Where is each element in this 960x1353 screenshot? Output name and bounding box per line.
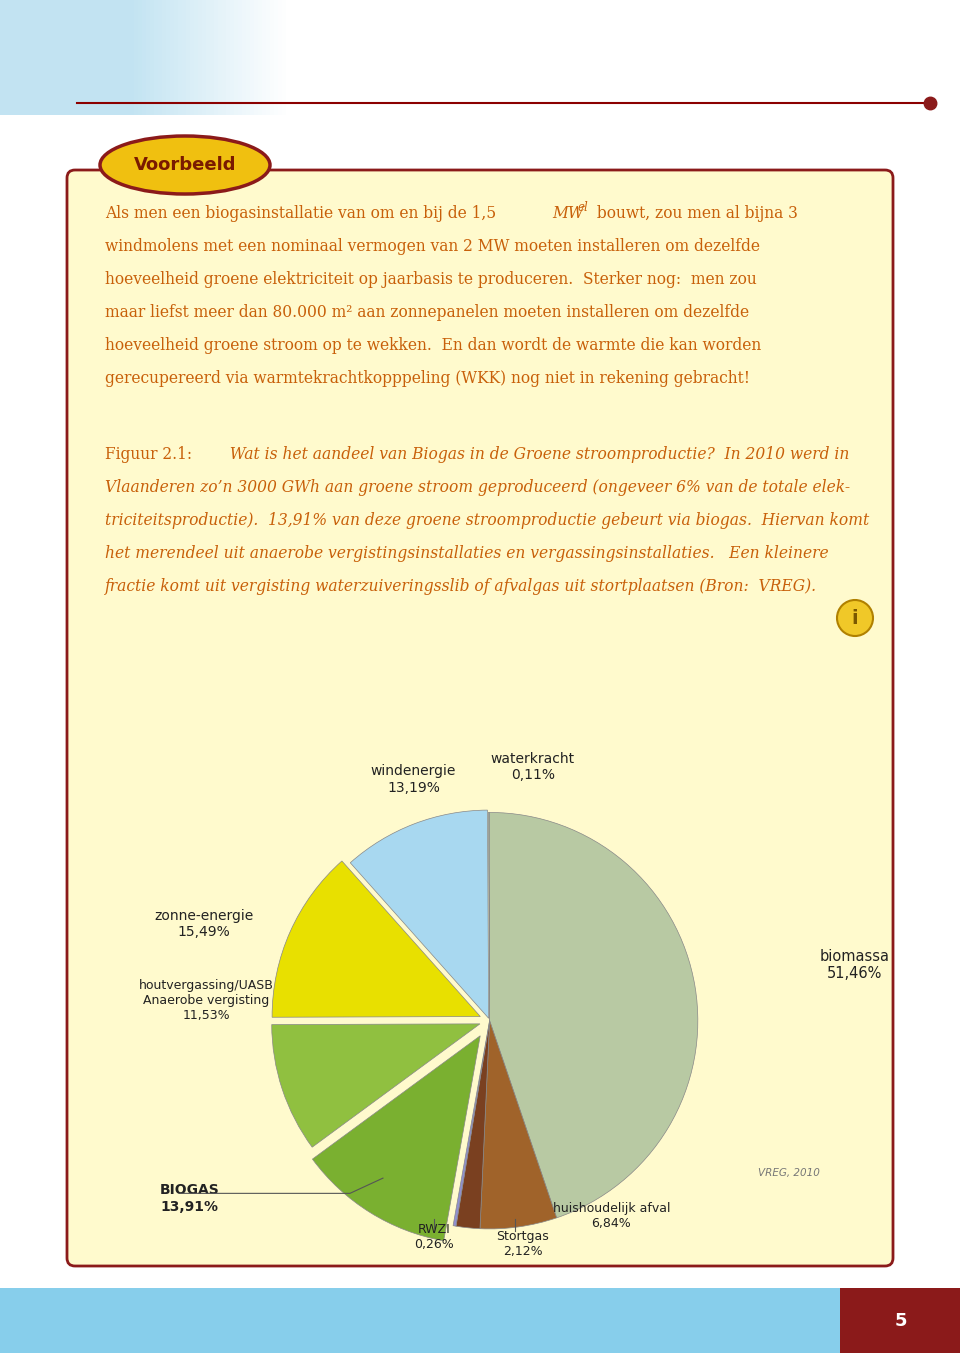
Text: Figuur 2.1:: Figuur 2.1:	[105, 446, 192, 463]
Bar	[166, 0, 170, 115]
Bar	[242, 0, 246, 115]
Bar	[282, 0, 286, 115]
Bar	[174, 0, 178, 115]
Text: VREG, 2010: VREG, 2010	[757, 1168, 820, 1178]
Text: fractie komt uit vergisting waterzuiveringsslib of afvalgas uit stortplaatsen (B: fractie komt uit vergisting waterzuiveri…	[105, 578, 817, 595]
Bar	[130, 0, 134, 115]
Bar	[230, 0, 234, 115]
Wedge shape	[456, 1020, 490, 1229]
Bar	[162, 0, 166, 115]
Text: houtvergassing/UASB
Anaerobe vergisting
11,53%: houtvergassing/UASB Anaerobe vergisting …	[139, 978, 274, 1022]
Bar	[246, 0, 250, 115]
Text: bouwt, zou men al bijna 3: bouwt, zou men al bijna 3	[592, 206, 798, 222]
Bar	[222, 0, 226, 115]
Wedge shape	[489, 812, 490, 1020]
Bar	[270, 0, 274, 115]
Text: hoeveelheid groene elektriciteit op jaarbasis te produceren.  Sterker nog:  men : hoeveelheid groene elektriciteit op jaar…	[105, 271, 756, 288]
Bar	[274, 0, 278, 115]
Bar	[210, 0, 214, 115]
Bar	[218, 0, 222, 115]
Bar	[262, 0, 266, 115]
Bar	[134, 0, 138, 115]
Bar	[238, 0, 242, 115]
Text: maar liefst meer dan 80.000 m² aan zonnepanelen moeten installeren om dezelfde: maar liefst meer dan 80.000 m² aan zonne…	[105, 304, 749, 321]
Bar	[206, 0, 210, 115]
Wedge shape	[453, 1020, 490, 1226]
Text: i: i	[852, 609, 858, 628]
Bar	[142, 0, 146, 115]
Bar	[150, 0, 154, 115]
Wedge shape	[350, 810, 489, 1019]
Text: triciteitsproductie).  13,91% van deze groene stroomproductie gebeurt via biogas: triciteitsproductie). 13,91% van deze gr…	[105, 511, 869, 529]
Bar	[234, 0, 238, 115]
Text: het merendeel uit anaerobe vergistingsinstallaties en vergassingsinstallaties.  : het merendeel uit anaerobe vergistingsin…	[105, 545, 828, 561]
FancyBboxPatch shape	[67, 170, 893, 1266]
Ellipse shape	[100, 137, 270, 193]
Bar	[178, 0, 182, 115]
Bar	[202, 0, 206, 115]
Bar	[198, 0, 202, 115]
Text: RWZI
0,26%: RWZI 0,26%	[414, 1223, 454, 1250]
Bar	[278, 0, 282, 115]
Text: windmolens met een nominaal vermogen van 2 MW moeten installeren om dezelfde: windmolens met een nominaal vermogen van…	[105, 238, 760, 254]
Bar	[194, 0, 198, 115]
Text: zonne-energie
15,49%: zonne-energie 15,49%	[155, 909, 253, 939]
Circle shape	[837, 599, 873, 636]
Text: 5: 5	[894, 1311, 907, 1330]
Text: MW: MW	[552, 206, 584, 222]
Wedge shape	[272, 861, 480, 1017]
Text: Vlaanderen zo’n 3000 GWh aan groene stroom geproduceerd (ongeveer 6% van de tota: Vlaanderen zo’n 3000 GWh aan groene stro…	[105, 479, 851, 497]
Bar	[190, 0, 194, 115]
Bar	[0, 0, 130, 115]
Text: waterkracht
0,11%: waterkracht 0,11%	[491, 752, 575, 782]
Text: biomassa
51,46%: biomassa 51,46%	[820, 948, 890, 981]
Bar	[840, 1288, 960, 1353]
Bar	[154, 0, 158, 115]
Bar	[158, 0, 162, 115]
Text: Stortgas
2,12%: Stortgas 2,12%	[496, 1230, 549, 1258]
Text: windenergie
13,19%: windenergie 13,19%	[371, 764, 456, 794]
Bar	[266, 0, 270, 115]
Bar	[214, 0, 218, 115]
Wedge shape	[312, 1036, 480, 1241]
Bar	[254, 0, 258, 115]
Text: BIOGAS
13,91%: BIOGAS 13,91%	[159, 1184, 219, 1214]
Text: Als men een biogasinstallatie van om en bij de 1,5: Als men een biogasinstallatie van om en …	[105, 206, 501, 222]
Bar	[170, 0, 174, 115]
Bar	[258, 0, 262, 115]
Bar	[186, 0, 190, 115]
Bar	[286, 0, 290, 115]
Bar	[182, 0, 186, 115]
Text: gerecupereerd via warmtekrachtkopppeling (WKK) nog niet in rekening gebracht!: gerecupereerd via warmtekrachtkopppeling…	[105, 369, 750, 387]
Wedge shape	[480, 1020, 557, 1229]
Wedge shape	[490, 812, 698, 1218]
Text: Voorbeeld: Voorbeeld	[133, 156, 236, 175]
Text: Wat is het aandeel van Biogas in de Groene stroomproductie?  In 2010 werd in: Wat is het aandeel van Biogas in de Groe…	[220, 446, 850, 463]
Bar	[146, 0, 150, 115]
Text: huishoudelijk afval
6,84%: huishoudelijk afval 6,84%	[553, 1203, 670, 1230]
Text: el: el	[578, 202, 588, 214]
Bar	[250, 0, 254, 115]
Text: hoeveelheid groene stroom op te wekken.  En dan wordt de warmte die kan worden: hoeveelheid groene stroom op te wekken. …	[105, 337, 761, 354]
Bar	[138, 0, 142, 115]
Wedge shape	[272, 1024, 480, 1147]
Bar	[226, 0, 230, 115]
